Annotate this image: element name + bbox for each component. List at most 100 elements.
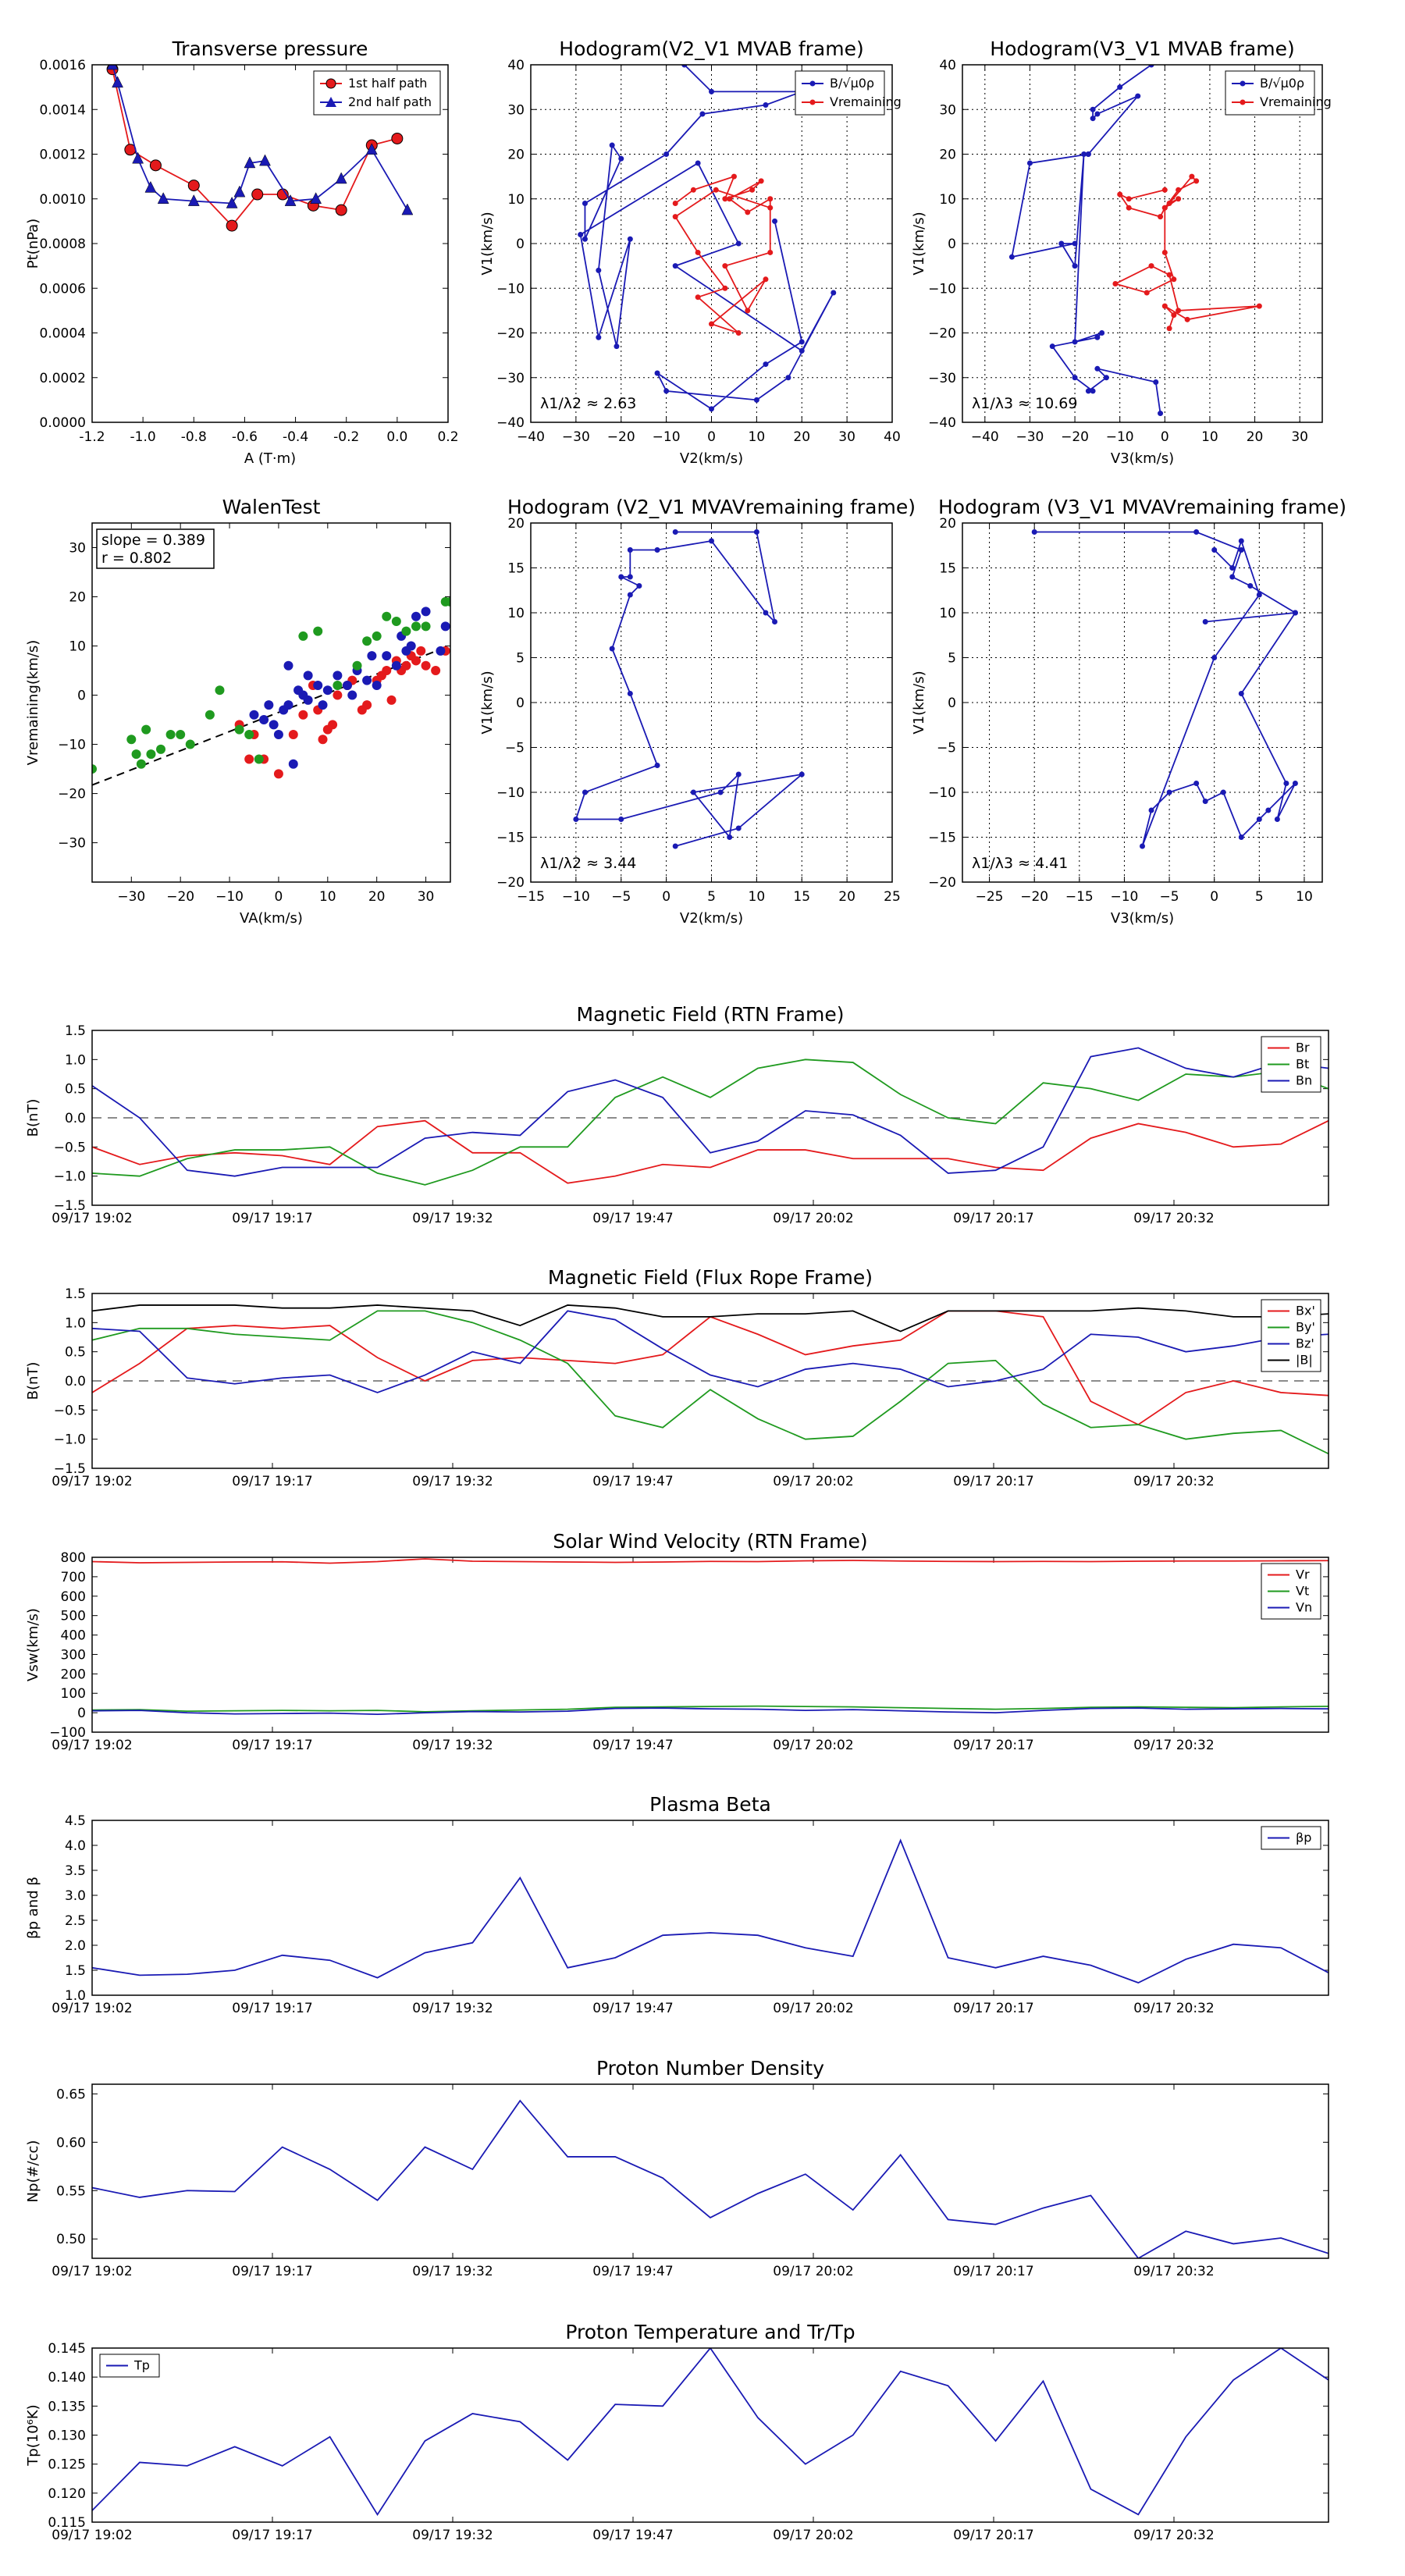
data-point xyxy=(573,817,579,822)
data-point xyxy=(609,646,615,652)
data-point xyxy=(763,102,769,109)
y-tick-label: 1.5 xyxy=(65,1963,86,1979)
y-axis-label: βp and β xyxy=(25,1877,41,1939)
data-point xyxy=(727,196,733,202)
x-tick-label: 20 xyxy=(368,889,386,905)
x-tick-label: 09/17 19:32 xyxy=(412,1738,493,1753)
y-tick-label: 600 xyxy=(61,1589,86,1605)
chart-title: Hodogram(V3_V1 MVAB frame) xyxy=(990,37,1294,60)
chart-h4: Hodogram (V3_V1 MVAVremaining frame)−20−… xyxy=(911,496,1346,927)
data-point xyxy=(713,187,719,193)
x-tick-label: −10 xyxy=(562,889,590,905)
data-point xyxy=(596,267,602,273)
data-point xyxy=(1103,375,1109,381)
data-point xyxy=(722,263,728,269)
y-tick-label: 0.140 xyxy=(48,2370,86,2386)
data-point xyxy=(763,276,769,283)
data-point xyxy=(1072,240,1078,247)
series-line xyxy=(1011,65,1161,414)
data-point xyxy=(1171,276,1177,283)
data-point xyxy=(362,700,372,710)
data-point xyxy=(695,160,701,166)
y-tick-label: 0 xyxy=(516,696,525,711)
chart-title: Plasma Beta xyxy=(649,1793,771,1816)
data-point xyxy=(144,180,157,193)
data-point xyxy=(165,729,176,739)
data-point xyxy=(663,388,670,394)
data-point xyxy=(1274,817,1280,822)
data-point xyxy=(672,214,678,220)
x-tick-label: 0 xyxy=(707,429,716,445)
y-tick-label: 0.130 xyxy=(48,2428,86,2444)
series-line xyxy=(1113,175,1260,329)
data-point xyxy=(298,710,308,720)
x-tick-label: 0 xyxy=(1210,889,1218,905)
y-tick-label: 10 xyxy=(939,606,956,621)
legend-label: Vremaining xyxy=(830,94,902,109)
data-point xyxy=(627,691,633,696)
chart-title: Magnetic Field (Flux Rope Frame) xyxy=(548,1266,873,1289)
plot-area xyxy=(573,529,805,849)
y-tick-label: 20 xyxy=(939,516,956,532)
y-tick-label: −5 xyxy=(937,741,956,756)
data-point xyxy=(1161,205,1168,211)
data-point xyxy=(654,370,660,376)
data-point xyxy=(303,671,313,681)
data-point xyxy=(709,88,714,94)
plot-frame xyxy=(962,522,1323,883)
data-point xyxy=(1256,817,1262,822)
data-point xyxy=(401,626,411,636)
data-point xyxy=(1238,834,1244,840)
data-point xyxy=(288,729,298,739)
x-tick-label: 09/17 19:02 xyxy=(52,1474,132,1489)
y-tick-label: 1.5 xyxy=(65,1023,86,1039)
data-point xyxy=(234,724,244,735)
y-tick-label: 0.50 xyxy=(56,2232,86,2247)
data-point xyxy=(1161,249,1168,255)
stats-box xyxy=(96,528,215,569)
y-tick-label: −0.5 xyxy=(54,1403,86,1418)
legend-label: Bt xyxy=(1296,1057,1309,1072)
plot-frame xyxy=(91,1820,1329,1996)
data-point xyxy=(1229,565,1236,571)
plot-frame xyxy=(530,522,893,883)
x-tick-label: −15 xyxy=(517,889,545,905)
data-point xyxy=(382,611,392,621)
chart-vsw: Solar Wind Velocity (RTN Frame) −100 0 100 2… xyxy=(25,1530,1329,1753)
series-2nd-half-path xyxy=(106,65,414,215)
data-point xyxy=(767,205,774,211)
data-point xyxy=(1176,187,1182,193)
data-point xyxy=(233,185,246,197)
data-point xyxy=(249,710,259,720)
series-line xyxy=(1034,531,1298,847)
chart-bRTN: Magnetic Field (RTN Frame) −1.5 −1.0 −0.5 0.… xyxy=(25,1003,1329,1226)
data-point xyxy=(578,232,584,238)
x-tick-label: 09/17 19:02 xyxy=(52,2264,132,2279)
data-point xyxy=(322,685,333,696)
chart-h1: Hodogram(V2_V1 MVAB frame) −40 −30 −20 −10 0 1… xyxy=(479,37,902,467)
x-tick-label: −20 xyxy=(1020,889,1048,905)
data-point xyxy=(367,651,377,661)
data-point xyxy=(411,611,421,621)
y-tick-label: −30 xyxy=(58,836,86,852)
chart-title: Hodogram (V2_V1 MVAVremaining frame) xyxy=(507,496,916,518)
data-point xyxy=(106,65,119,70)
legend-label: βp xyxy=(1296,1831,1311,1845)
data-point xyxy=(1184,316,1190,322)
x-tick-label: 09/17 19:47 xyxy=(592,2264,673,2279)
data-point xyxy=(663,151,670,157)
plot-area xyxy=(92,596,450,786)
data-point xyxy=(1158,411,1164,417)
data-point xyxy=(313,680,323,690)
plot-area xyxy=(106,65,414,232)
data-point xyxy=(1238,538,1244,544)
y-tick-label: 1.5 xyxy=(65,1286,86,1302)
legend-label: 2nd half path xyxy=(348,94,432,109)
x-tick-label: −15 xyxy=(1065,889,1094,905)
legend-box xyxy=(1225,70,1315,116)
y-tick-label: 10 xyxy=(507,192,525,208)
ratio-annotation: λ1/λ2 ≈ 3.44 xyxy=(540,855,636,872)
x-tick-label: 09/17 19:32 xyxy=(412,1474,493,1489)
